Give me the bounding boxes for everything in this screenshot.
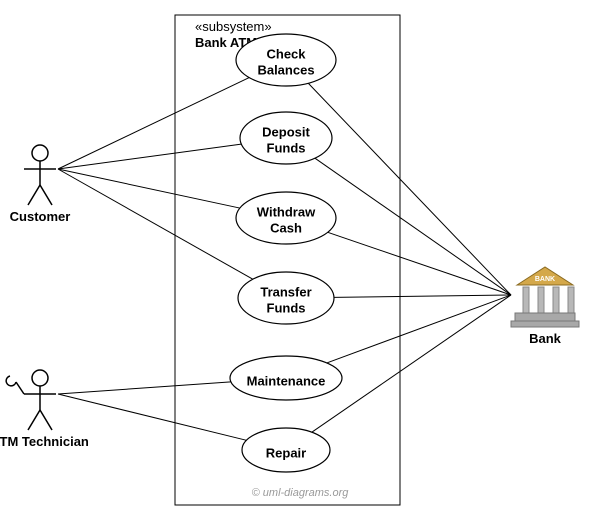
svg-text:Check: Check (266, 46, 306, 61)
svg-text:Funds: Funds (267, 300, 306, 315)
edge-bank-deposit (315, 158, 511, 295)
actor-technician: ATM Technician (0, 370, 89, 449)
edge-customer-deposit (58, 144, 241, 169)
svg-text:Balances: Balances (257, 62, 314, 77)
edge-bank-check (308, 83, 511, 295)
svg-text:Deposit: Deposit (262, 124, 310, 139)
edge-technician-maint (58, 382, 231, 394)
usecase-transfer: TransferFunds (238, 272, 334, 324)
edge-customer-check (58, 78, 249, 169)
actor-label-technician: ATM Technician (0, 434, 89, 449)
svg-text:Cash: Cash (270, 220, 302, 235)
edge-bank-withdraw (328, 232, 511, 295)
svg-text:Transfer: Transfer (260, 284, 311, 299)
usecase-repair: Repair (242, 428, 330, 472)
usecase-deposit: DepositFunds (240, 112, 332, 164)
usecase-withdraw: WithdrawCash (236, 192, 336, 244)
copyright-text: © uml-diagrams.org (252, 487, 350, 499)
svg-text:Maintenance: Maintenance (247, 373, 326, 388)
svg-text:BANK: BANK (535, 276, 555, 283)
actor-bank: BANK Bank (511, 267, 579, 346)
edge-bank-maint (327, 295, 511, 363)
svg-text:Repair: Repair (266, 445, 306, 460)
svg-text:Funds: Funds (267, 140, 306, 155)
use-cases: CheckBalancesDepositFundsWithdrawCashTra… (230, 34, 342, 472)
edge-customer-transfer (58, 169, 253, 279)
usecase-check: CheckBalances (236, 34, 336, 86)
subsystem-stereotype: «subsystem» (195, 19, 272, 34)
svg-text:Withdraw: Withdraw (257, 204, 316, 219)
actor-label-customer: Customer (10, 209, 71, 224)
actor-customer: Customer (10, 145, 71, 224)
use-case-diagram: «subsystem» Bank ATM CheckBalancesDeposi… (0, 0, 600, 514)
edge-bank-repair (312, 295, 511, 432)
edge-customer-withdraw (58, 169, 240, 208)
usecase-maint: Maintenance (230, 356, 342, 400)
actor-label-bank: Bank (529, 331, 562, 346)
edge-bank-transfer (334, 295, 511, 297)
